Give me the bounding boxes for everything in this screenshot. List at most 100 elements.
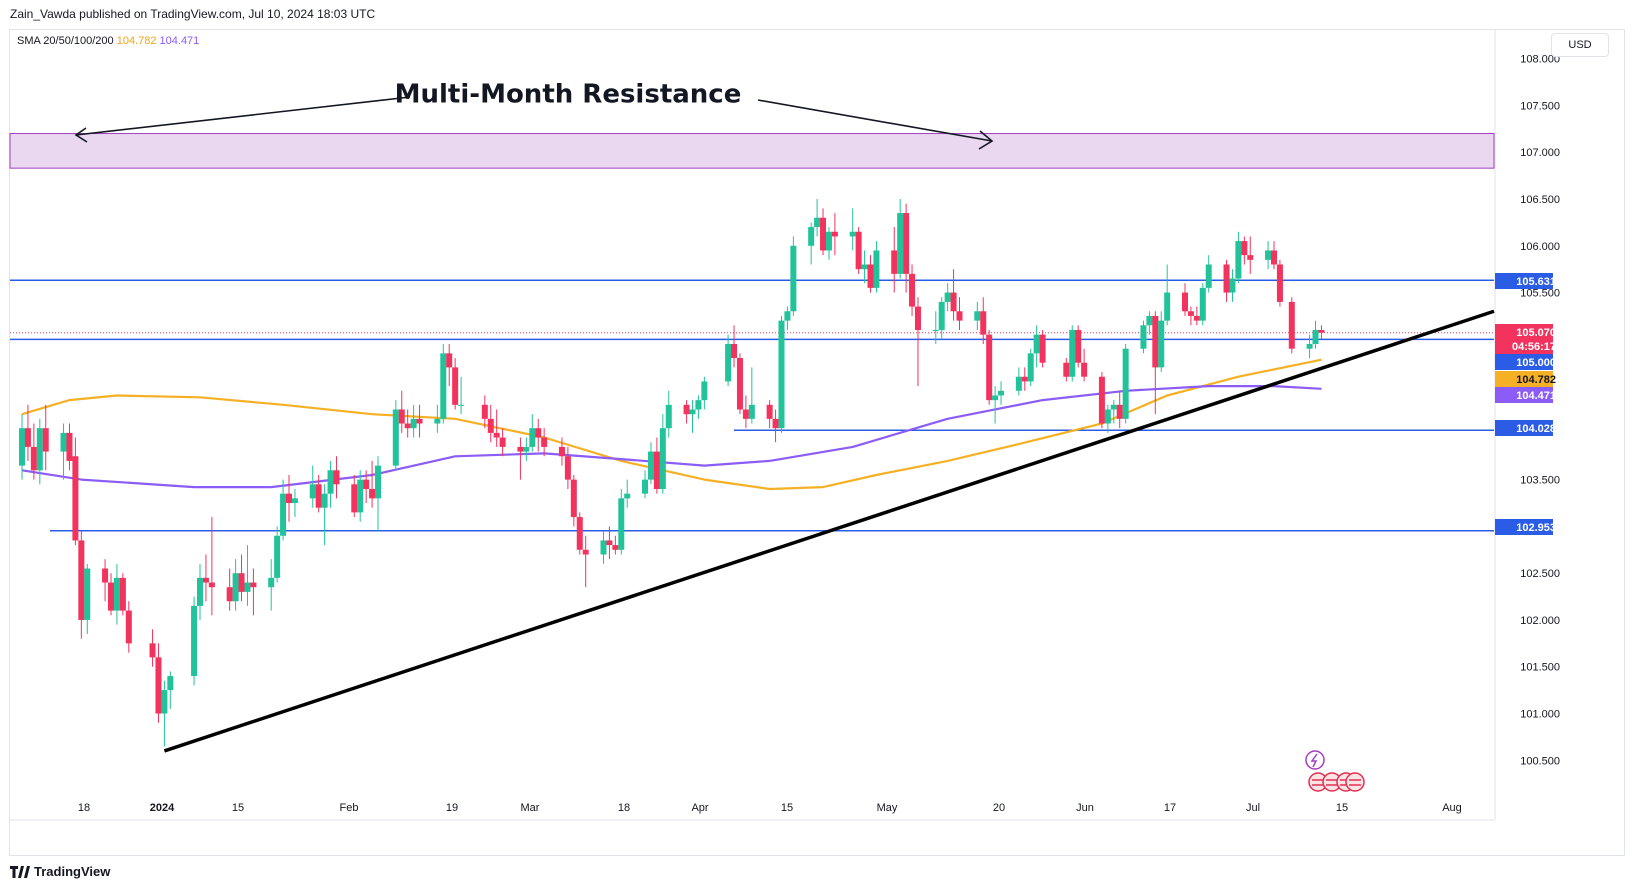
candle-down[interactable] [125,610,132,644]
candle-up[interactable] [321,493,328,508]
candle-up[interactable] [932,329,939,331]
candle-down[interactable] [499,437,506,447]
candle-down[interactable] [606,540,613,546]
candle-up[interactable] [647,451,654,480]
annotation-arrow-right[interactable] [757,99,993,142]
candle-down[interactable] [766,404,773,419]
candle-down[interactable] [333,470,340,485]
candle-down[interactable] [24,428,31,447]
candle-down[interactable] [986,334,993,401]
candle-down[interactable] [576,517,583,550]
candle-down[interactable] [102,568,109,583]
currency-button[interactable]: USD [1551,33,1609,57]
candle-up[interactable] [529,428,536,447]
candle-up[interactable] [689,409,696,415]
candle-down[interactable] [119,577,126,611]
candle-down[interactable] [950,292,957,312]
candle-up[interactable] [1158,320,1165,368]
sma-purple-line[interactable] [21,385,1322,489]
candle-down[interactable] [452,367,459,405]
candle-down[interactable] [315,484,322,508]
candle-up[interactable] [161,690,168,714]
candle-down[interactable] [416,418,423,424]
candle-up[interactable] [268,577,275,588]
candle-up[interactable] [280,493,287,536]
candle-down[interactable] [517,446,524,452]
candle-down[interactable] [1270,250,1277,265]
candle-down[interactable] [731,344,738,359]
candle-down[interactable] [1098,376,1105,424]
candle-down[interactable] [1021,376,1028,382]
candle-up[interactable] [642,479,649,494]
candle-down[interactable] [855,231,862,270]
candle-up[interactable] [778,320,785,429]
candle-down[interactable] [481,404,488,419]
candle-up[interactable] [440,353,447,419]
candle-up[interactable] [1164,292,1171,321]
candle-down[interactable] [1075,329,1082,363]
candle-down[interactable] [736,358,743,410]
candle-up[interactable] [897,213,904,274]
candle-up[interactable] [825,231,832,251]
candle-down[interactable] [1187,311,1194,316]
candle-down[interactable] [30,446,37,471]
candle-down[interactable] [369,488,376,499]
candle-down[interactable] [1081,362,1088,377]
candle-up[interactable] [60,432,67,452]
candle-down[interactable] [1288,301,1295,349]
candle-down[interactable] [558,446,565,457]
candle-down[interactable] [1247,255,1254,260]
candle-down[interactable] [570,479,577,518]
candle-up[interactable] [1104,409,1111,424]
candle-up[interactable] [1027,353,1034,382]
candle-up[interactable] [938,301,945,330]
candle-down[interactable] [612,545,619,550]
sma-legend[interactable]: SMA 20/50/100/200 104.782 104.471 [17,35,199,47]
candle-up[interactable] [1199,287,1206,321]
candle-up[interactable] [434,418,441,424]
candle-down[interactable] [956,311,963,321]
annotation-arrow-left[interactable] [75,96,411,136]
candle-down[interactable] [909,273,916,307]
candle-up[interactable] [998,390,1005,396]
candle-up[interactable] [600,540,607,555]
candle-up[interactable] [808,227,815,246]
candle-down[interactable] [1276,264,1283,302]
candle-down[interactable] [582,549,589,555]
candle-up[interactable] [1033,334,1040,354]
candle-up[interactable] [458,404,465,406]
candle-up[interactable] [327,470,334,494]
candle-down[interactable] [250,582,257,588]
candle-up[interactable] [1122,348,1129,419]
candle-up[interactable] [291,498,298,504]
candle-down[interactable] [155,657,162,714]
event-lightning-icon[interactable] [1305,750,1325,770]
candle-up[interactable] [309,484,316,499]
candle-down[interactable] [238,573,245,592]
candle-up[interactable] [624,493,631,499]
candle-down[interactable] [564,456,571,480]
candle-up[interactable] [861,264,868,270]
candle-up[interactable] [814,217,821,228]
resistance-zone[interactable] [9,133,1495,169]
ascending-trendline[interactable] [163,309,1495,753]
candle-down[interactable] [208,582,215,588]
candle-up[interactable] [1306,344,1313,349]
candle-down[interactable] [820,217,827,251]
candle-up[interactable] [19,428,25,466]
candle-up[interactable] [1312,329,1319,345]
candle-down[interactable] [1181,292,1188,312]
candle-up[interactable] [392,409,399,466]
candle-up[interactable] [523,446,530,452]
candle-up[interactable] [701,381,708,401]
flag-event-icon[interactable] [1345,772,1365,792]
candle-down[interactable] [149,643,156,658]
candle-up[interactable] [873,250,880,288]
candle-up[interactable] [1110,404,1117,410]
candle-up[interactable] [1146,315,1153,326]
candle-up[interactable] [1140,325,1147,349]
candle-up[interactable] [1235,241,1242,279]
candle-down[interactable] [1223,264,1230,293]
candle-down[interactable] [1152,315,1159,368]
